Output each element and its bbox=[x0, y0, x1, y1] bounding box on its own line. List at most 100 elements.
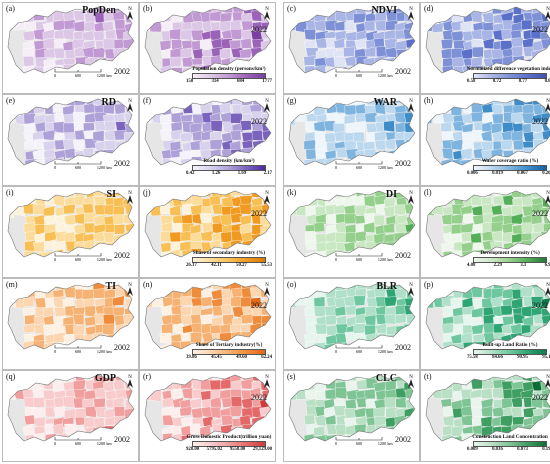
north-arrow-icon: N bbox=[545, 375, 550, 388]
scale-tick-label: 0 bbox=[335, 349, 337, 354]
north-arrow-icon: N bbox=[408, 191, 414, 204]
map-panel-ndvi-2022: (d) N 2022 Normalized difference vegetation… bbox=[420, 2, 550, 94]
north-arrow-icon: N bbox=[408, 283, 414, 296]
legend-color-bar bbox=[473, 165, 547, 171]
color-legend: Share of Tertiary industry(%) 39.86 45.45 4… bbox=[184, 342, 274, 360]
color-legend: Construction Land Concentration 0.009 0.03… bbox=[465, 434, 550, 452]
legend-tick-label: 0.006 bbox=[467, 171, 478, 176]
svg-text:N: N bbox=[409, 283, 413, 288]
scale-tick-label: 600 bbox=[75, 349, 81, 354]
north-arrow-icon: N bbox=[545, 7, 550, 20]
legend-tick-label: 314 bbox=[211, 79, 219, 84]
scale-bar: 0 600 1200 km bbox=[335, 253, 393, 262]
north-arrow-icon: N bbox=[127, 375, 133, 388]
legend-tick-label: 45.45 bbox=[211, 355, 222, 360]
choropleth-map bbox=[288, 190, 416, 258]
scale-tick-label: 600 bbox=[356, 257, 362, 262]
svg-text:N: N bbox=[128, 99, 132, 104]
svg-text:N: N bbox=[265, 283, 269, 288]
scale-tick-label: 0 bbox=[54, 257, 56, 262]
svg-text:N: N bbox=[128, 7, 132, 12]
map-panel-di-2022: (l) N 2022 Development intensity (%) 4.08 2.2… bbox=[420, 186, 550, 278]
legend-ticks: 150 314 684 1777 bbox=[186, 79, 272, 84]
color-legend: Population density (persons/km²) 150 314 68… bbox=[184, 66, 274, 84]
scale-bar: 0 600 1200 km bbox=[54, 345, 112, 354]
scale-bar: 0 600 1200 km bbox=[335, 437, 393, 446]
map-panel-clc-2022: (t) N 2022 Construction Land Concentration 0… bbox=[420, 370, 550, 462]
scale-bar: 0 600 1200 km bbox=[54, 437, 112, 446]
indicator-title: BLR bbox=[376, 281, 397, 292]
map-panel-war-2022: (h) N 2022 Water coverage ratio (%) 0.006 0.0… bbox=[420, 94, 550, 186]
legend-color-bar bbox=[473, 73, 547, 79]
scale-unit-label: km bbox=[106, 441, 112, 446]
legend-tick-label: 0.191 bbox=[542, 447, 550, 452]
legend-title: Gross Domestic Product(trillion yuan) bbox=[186, 434, 272, 440]
legend-tick-label: 29,129.00 bbox=[252, 447, 272, 452]
choropleth-map bbox=[7, 98, 135, 166]
legend-tick-label: 0.009 bbox=[467, 447, 478, 452]
legend-tick-label: 55.53 bbox=[261, 263, 272, 268]
choropleth-map bbox=[425, 374, 550, 442]
choropleth-map bbox=[425, 98, 550, 166]
color-legend: Normalized difference vegetation index 0.… bbox=[465, 66, 550, 84]
year-label: 2022 bbox=[532, 301, 548, 310]
panel-label: (o) bbox=[287, 280, 297, 289]
choropleth-map bbox=[144, 282, 272, 350]
choropleth-map bbox=[7, 374, 135, 442]
panel-label: (h) bbox=[424, 96, 434, 105]
year-label: 2022 bbox=[251, 25, 267, 34]
legend-title: Road density (km/km²) bbox=[203, 158, 255, 164]
legend-ticks: 39.86 45.45 49.60 62.24 bbox=[186, 355, 272, 360]
indicator-title: DI bbox=[385, 189, 397, 200]
choropleth-map bbox=[144, 98, 272, 166]
legend-color-bar bbox=[473, 349, 547, 355]
north-arrow-icon: N bbox=[264, 191, 270, 204]
legend-tick-label: 0.77 bbox=[518, 79, 528, 84]
choropleth-map bbox=[7, 282, 135, 350]
svg-text:N: N bbox=[409, 191, 413, 196]
color-legend: Water coverage ratio (%) 0.006 0.019 0.067 0… bbox=[465, 158, 550, 176]
scale-bar: 0 600 1200 km bbox=[335, 161, 393, 170]
panel-label: (a) bbox=[6, 4, 15, 13]
panel-label: (r) bbox=[143, 372, 151, 381]
legend-tick-label: 9558.00 bbox=[229, 447, 246, 452]
year-label: 2002 bbox=[114, 67, 130, 76]
panel-label: (i) bbox=[6, 188, 14, 197]
year-label: 2002 bbox=[395, 159, 411, 168]
north-arrow-icon: N bbox=[127, 191, 133, 204]
panel-label: (b) bbox=[143, 4, 153, 13]
legend-title: Built-up Land Ratio (%) bbox=[482, 342, 538, 348]
legend-tick-label: 0.82 bbox=[544, 79, 550, 84]
choropleth-map bbox=[288, 282, 416, 350]
legend-tick-label: 0.019 bbox=[492, 171, 503, 176]
scale-tick-label: 0 bbox=[54, 441, 56, 446]
legend-tick-label: 5795.02 bbox=[206, 447, 223, 452]
legend-color-bar bbox=[473, 257, 547, 263]
map-panel-si-2002: (i) SI N 2002 0 600 1200 km bbox=[2, 186, 139, 278]
year-label: 2022 bbox=[532, 209, 548, 218]
legend-tick-label: 49.60 bbox=[236, 355, 247, 360]
indicator-title: NDVI bbox=[371, 5, 397, 16]
north-arrow-icon: N bbox=[264, 375, 270, 388]
north-arrow-icon: N bbox=[545, 191, 550, 204]
legend-tick-label: 62.24 bbox=[261, 355, 272, 360]
map-panel-ti-2002: (m) TI N 2002 0 600 1200 km bbox=[2, 278, 139, 370]
scale-tick-label: 0 bbox=[335, 441, 337, 446]
legend-tick-label: 0.036 bbox=[492, 447, 503, 452]
north-arrow-icon: N bbox=[127, 7, 133, 20]
indicator-title: GDP bbox=[94, 373, 116, 384]
map-panel-gdp-2002: (q) GDP N 2002 0 600 1200 km bbox=[2, 370, 139, 462]
svg-text:N: N bbox=[546, 7, 550, 12]
indicator-title: PopDen bbox=[82, 5, 116, 16]
svg-text:N: N bbox=[546, 375, 550, 380]
north-arrow-icon: N bbox=[264, 99, 270, 112]
panel-label: (t) bbox=[424, 372, 432, 381]
indicator-title: RD bbox=[101, 97, 116, 108]
panel-label: (f) bbox=[143, 96, 151, 105]
scale-tick-label: 0 bbox=[54, 73, 56, 78]
indicator-title: CLC bbox=[375, 373, 397, 384]
choropleth-map bbox=[144, 190, 272, 258]
legend-ticks: 0.42 1.26 1.69 2.17 bbox=[186, 171, 272, 176]
panel-label: (s) bbox=[287, 372, 296, 381]
svg-text:N: N bbox=[265, 7, 269, 12]
